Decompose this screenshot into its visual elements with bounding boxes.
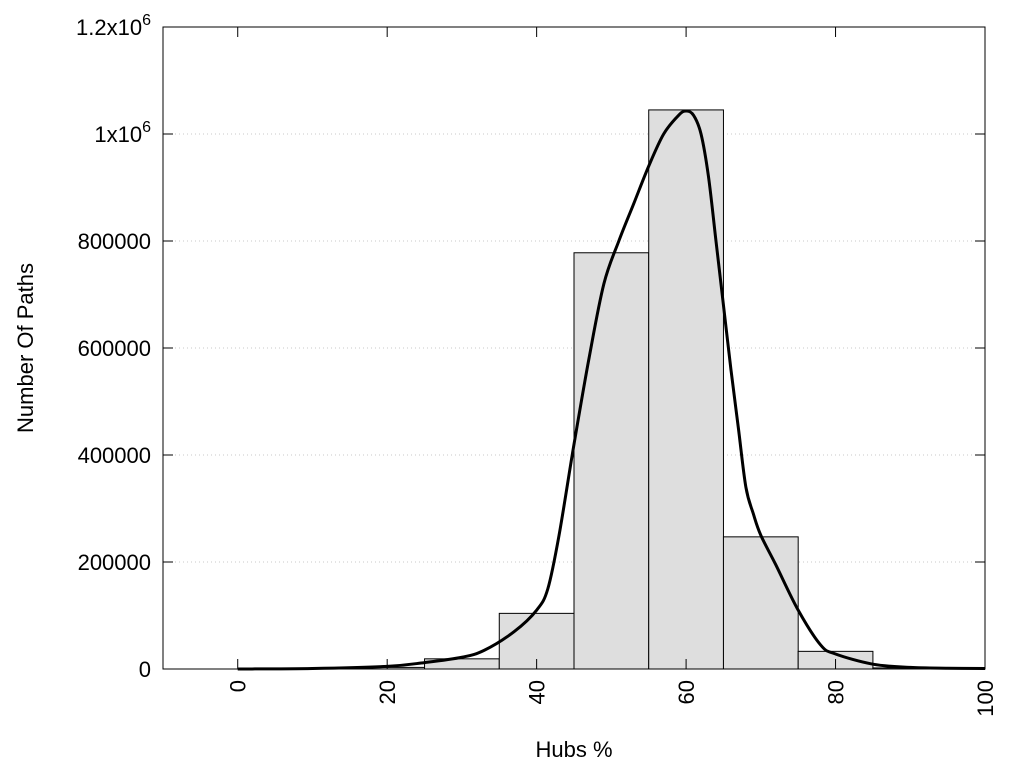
- x-tick-label: 80: [824, 680, 849, 704]
- x-tick-label: 60: [674, 680, 699, 704]
- histogram-bar: [722, 536, 799, 670]
- y-tick-label-text: 600000: [78, 336, 151, 361]
- y-tick-label: 400000: [78, 443, 151, 468]
- histogram-bar: [573, 252, 650, 670]
- x-tick-label: 40: [525, 680, 550, 704]
- x-axis-ticks: 0 20 40 60 80 100: [226, 27, 998, 717]
- y-tick-label: 0: [139, 657, 151, 682]
- y-tick-label-text: 800000: [78, 229, 151, 254]
- histogram-bar: [648, 109, 724, 670]
- x-tick-label: 20: [375, 680, 400, 704]
- histogram-bars: [349, 109, 949, 670]
- y-tick-label: 200000: [78, 550, 151, 575]
- y-tick-label: 1x106: [94, 119, 151, 147]
- grid-lines: [163, 133, 985, 563]
- density-curve: [237, 109, 986, 671]
- y-tick-label: 800000: [78, 229, 151, 254]
- x-tick-label: 0: [226, 680, 251, 692]
- y-tick-label-text: 1.2x10: [76, 15, 142, 40]
- y-tick-label-text: 400000: [78, 443, 151, 468]
- x-axis-title: Hubs %: [535, 737, 612, 762]
- y-tick-label-text: 0: [139, 657, 151, 682]
- y-tick-label-text: 200000: [78, 550, 151, 575]
- y-tick-label: 600000: [78, 336, 151, 361]
- density-curve-layer: [237, 109, 986, 671]
- x-tick-label: 100: [973, 680, 998, 717]
- y-tick-label-exponent: 6: [142, 12, 151, 29]
- y-tick-label-exponent: 6: [142, 119, 151, 136]
- y-tick-label: 1.2x106: [76, 12, 151, 40]
- y-axis-title: Number Of Paths: [13, 263, 38, 433]
- y-tick-label-text: 1x10: [94, 122, 142, 147]
